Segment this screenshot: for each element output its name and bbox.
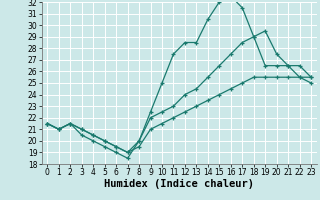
X-axis label: Humidex (Indice chaleur): Humidex (Indice chaleur) xyxy=(104,179,254,189)
